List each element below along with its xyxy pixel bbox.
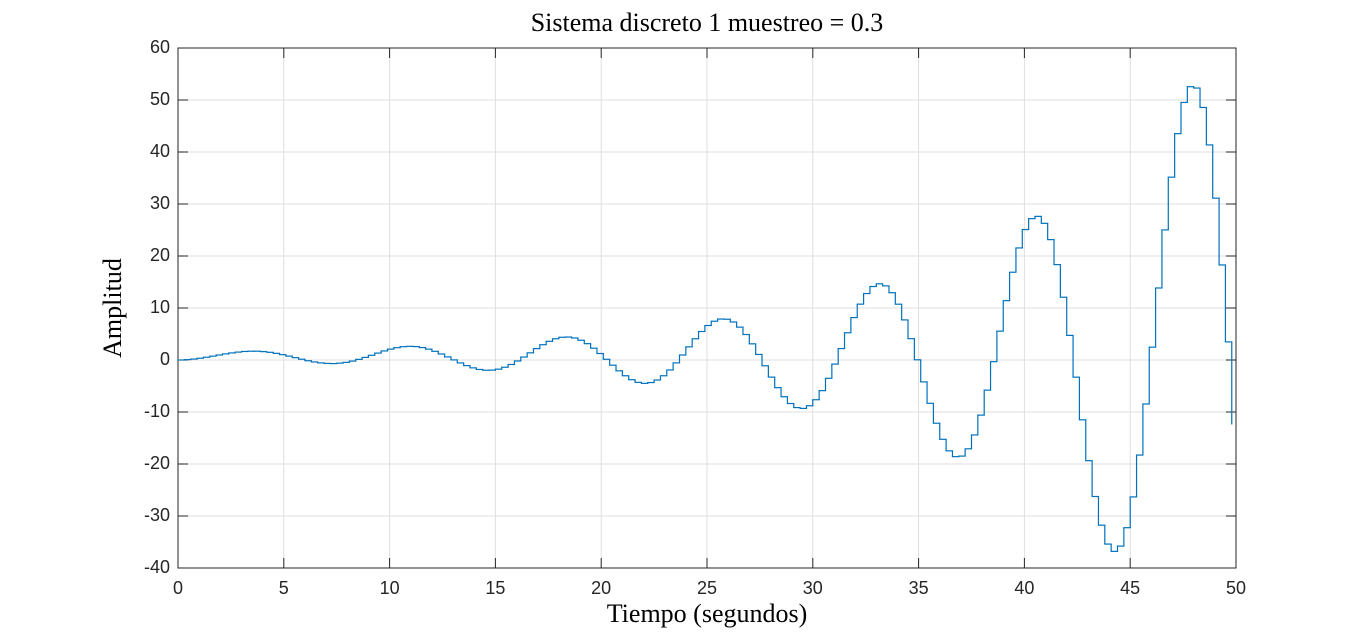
x-tick-label: 25 [697, 578, 717, 598]
y-tick-label: 60 [150, 37, 170, 57]
y-tick-label: 20 [150, 245, 170, 265]
y-tick-label: -20 [144, 453, 170, 473]
x-tick-label: 20 [591, 578, 611, 598]
chart-title: Sistema discreto 1 muestreo = 0.3 [531, 8, 884, 37]
x-axis-label: Tiempo (segundos) [607, 599, 808, 628]
x-tick-label: 10 [380, 578, 400, 598]
plot-frame [177, 47, 1237, 569]
y-tick-label: -10 [144, 401, 170, 421]
y-axis-label: Amplitud [98, 258, 127, 358]
x-tick-label: 0 [173, 578, 183, 598]
y-tick-label: 0 [160, 349, 170, 369]
x-tick-label: 45 [1120, 578, 1140, 598]
y-tick-label: 50 [150, 89, 170, 109]
x-tick-label: 50 [1226, 578, 1246, 598]
y-tick-label: -30 [144, 505, 170, 525]
y-tick-label: -40 [144, 557, 170, 577]
x-tick-label: 15 [485, 578, 505, 598]
y-tick-label: 40 [150, 141, 170, 161]
y-tick-label: 10 [150, 297, 170, 317]
x-tick-label: 5 [279, 578, 289, 598]
x-tick-label: 35 [909, 578, 929, 598]
x-tick-label: 30 [803, 578, 823, 598]
y-tick-label: 30 [150, 193, 170, 213]
x-tick-label: 40 [1014, 578, 1034, 598]
